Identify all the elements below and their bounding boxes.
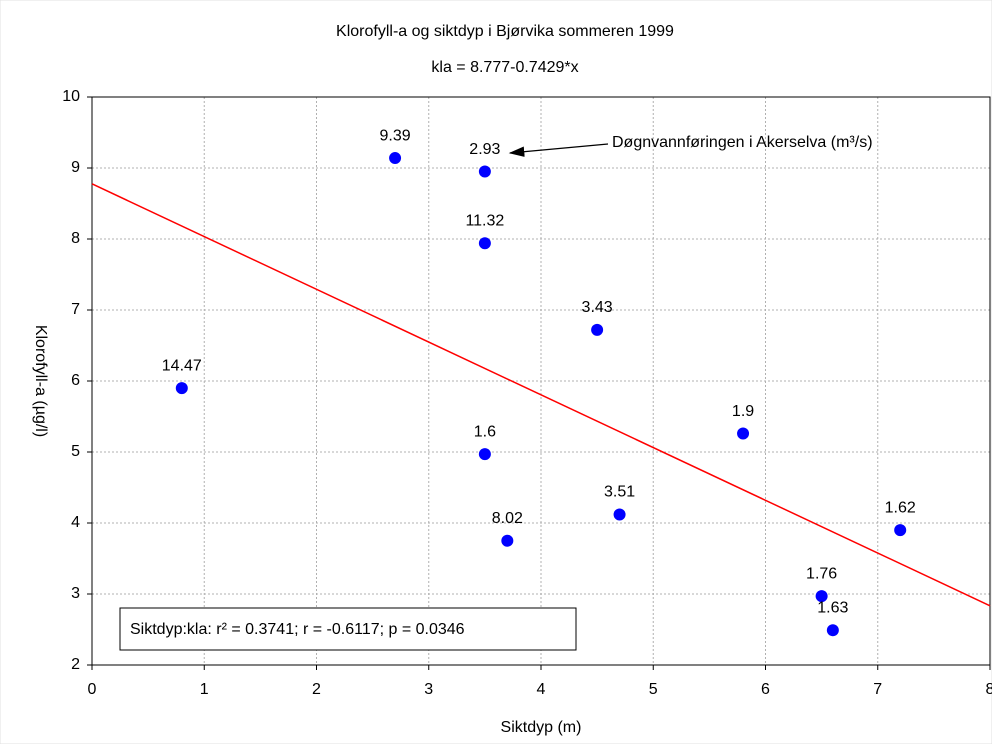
x-tick-label: 5 — [649, 681, 658, 698]
point — [175, 382, 188, 395]
point — [501, 534, 514, 547]
point-label: 8.02 — [492, 510, 523, 527]
y-tick-label: 4 — [71, 514, 80, 531]
y-tick-label: 3 — [71, 585, 80, 602]
annotation: Døgnvannføringen i Akerselva (m³/s) — [612, 134, 873, 151]
y-tick-label: 10 — [62, 88, 80, 105]
point-label: 14.47 — [162, 357, 202, 374]
x-axis-label: Siktdyp (m) — [501, 719, 582, 736]
plot-frame — [91, 96, 991, 666]
x-tick-label: 3 — [424, 681, 433, 698]
y-tick-label: 7 — [71, 301, 80, 318]
x-tick-label: 2 — [312, 681, 321, 698]
chart-title: Klorofyll-a og siktdyp i Bjørvika sommer… — [336, 23, 674, 40]
annotation-arrow — [508, 143, 609, 157]
stats-box — [119, 607, 577, 651]
point — [737, 427, 750, 440]
point — [591, 323, 604, 336]
x-tick-label: 0 — [88, 681, 97, 698]
y-tick-label: 8 — [71, 230, 80, 247]
point-label: 1.63 — [817, 599, 848, 616]
y-tick-label: 6 — [71, 372, 80, 389]
point-label: 1.9 — [732, 403, 754, 420]
plot-area: 0 1 2 3 4 5 6 7 8 2 3 4 5 6 7 8 9 10 14.47 9.39 2.93 11.32 3.4… — [62, 88, 992, 698]
stats-text: Siktdyp:kla: r² = 0.3741; r = -0.6117; p… — [130, 621, 465, 638]
point-label: 1.62 — [885, 499, 916, 516]
point — [478, 237, 491, 250]
chart-subtitle: kla = 8.777-0.7429*x — [431, 59, 578, 76]
point — [478, 165, 491, 178]
point — [613, 508, 626, 521]
x-tick-label: 8 — [986, 681, 992, 698]
point-label: 2.93 — [469, 141, 500, 158]
x-tick-label: 7 — [873, 681, 882, 698]
point — [815, 590, 828, 603]
y-axis-label: Klorofyll-a (µg/l) — [32, 325, 49, 437]
y-tick-label: 9 — [71, 159, 80, 176]
y-tick-label: 5 — [71, 443, 80, 460]
point — [826, 624, 839, 637]
point-label: 3.51 — [604, 484, 635, 501]
x-tick-label: 1 — [200, 681, 209, 698]
x-tick-label: 6 — [761, 681, 770, 698]
point — [478, 448, 491, 461]
point-label: 11.32 — [465, 212, 504, 229]
x-tick-label: 4 — [537, 681, 546, 698]
fit-line — [91, 183, 991, 607]
point-label: 1.76 — [806, 565, 837, 582]
y-tick-label: 2 — [71, 656, 80, 673]
point-label: 1.6 — [474, 423, 496, 440]
point-label: 3.43 — [582, 299, 613, 316]
point — [389, 152, 402, 165]
point-label: 9.39 — [380, 127, 411, 144]
point — [894, 524, 907, 537]
